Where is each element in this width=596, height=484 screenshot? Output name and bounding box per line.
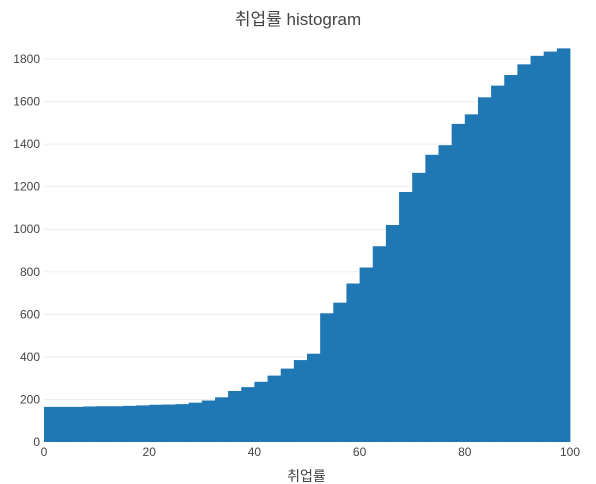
histogram-bar (57, 407, 71, 442)
histogram-bar (189, 403, 203, 442)
histogram-bar (425, 155, 439, 442)
x-axis-title: 취업률 (287, 469, 326, 484)
histogram-bar (399, 192, 413, 442)
histogram-bar (70, 407, 84, 442)
histogram-bar (228, 391, 242, 442)
y-tick-label: 1200 (13, 180, 40, 194)
histogram-bar (268, 376, 282, 442)
y-tick-label: 400 (20, 350, 40, 364)
histogram-bar (83, 406, 97, 442)
histogram-bar (202, 401, 216, 442)
histogram-bar (97, 406, 111, 442)
histogram-bar (439, 145, 453, 442)
y-tick-label: 800 (20, 265, 40, 279)
histogram-bar (360, 268, 374, 442)
y-tick-label: 1800 (13, 52, 40, 66)
histogram-bar (333, 303, 347, 442)
histogram-bar (44, 407, 58, 442)
x-tick-label: 100 (560, 445, 580, 459)
histogram-bar (478, 97, 492, 442)
y-tick-label: 0 (33, 435, 40, 449)
y-tick-label: 200 (20, 392, 40, 406)
histogram-bar (136, 405, 150, 442)
bars (44, 48, 570, 442)
y-tick-label: 600 (20, 307, 40, 321)
histogram-bar (517, 64, 531, 442)
histogram-bar (281, 369, 295, 442)
histogram-bar (465, 114, 479, 442)
histogram-bar (412, 173, 426, 442)
histogram-bar (504, 75, 518, 442)
histogram-bar (386, 225, 400, 442)
histogram-bar (294, 360, 308, 442)
y-tick-label: 1400 (13, 137, 40, 151)
histogram-bar (215, 397, 229, 442)
chart-title: 취업률 histogram (235, 10, 361, 29)
histogram-bar (491, 86, 505, 442)
histogram-bar (254, 382, 268, 442)
x-tick-label: 20 (143, 445, 157, 459)
histogram-bar (373, 246, 387, 442)
x-tick-label: 0 (41, 445, 48, 459)
histogram-bar (241, 387, 255, 442)
x-tick-label: 60 (353, 445, 367, 459)
y-tick-label: 1000 (13, 222, 40, 236)
histogram-bar (531, 56, 545, 442)
x-axis-ticks: 0 20 40 60 80 100 (41, 445, 581, 459)
y-tick-label: 1600 (13, 95, 40, 109)
histogram-bar (162, 405, 176, 442)
histogram-bar (544, 52, 558, 442)
histogram-bar (307, 354, 321, 442)
histogram-bar (176, 404, 190, 442)
x-tick-label: 40 (248, 445, 262, 459)
histogram-bar (110, 406, 124, 442)
histogram-bar (149, 405, 163, 442)
histogram-bar (557, 48, 571, 442)
histogram-bar (123, 406, 137, 442)
histogram-bar (452, 124, 466, 442)
y-axis-ticks: 0 200 400 600 800 1000 1200 1400 1600 1800 (13, 52, 40, 449)
histogram-bar (346, 283, 360, 442)
histogram-bar (320, 313, 334, 442)
x-tick-label: 80 (458, 445, 472, 459)
